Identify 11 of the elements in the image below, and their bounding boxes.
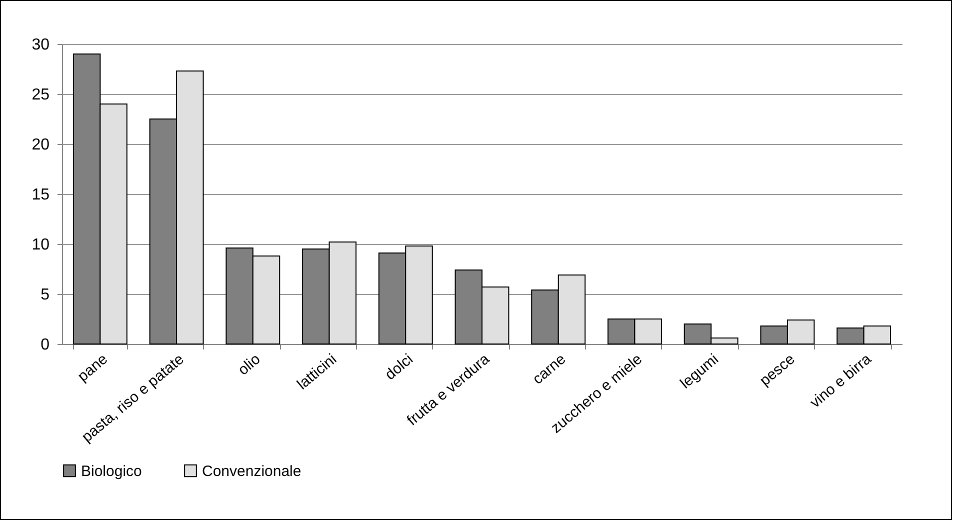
y-tick-label: 30 bbox=[32, 36, 50, 54]
y-tick-label: 10 bbox=[32, 236, 50, 254]
y-tick-label: 5 bbox=[40, 286, 50, 304]
x-tick-label: olio bbox=[234, 350, 264, 379]
legend-label: Biologico bbox=[81, 462, 142, 480]
y-tick-label: 15 bbox=[32, 186, 50, 204]
x-tick-label: vino e birra bbox=[806, 350, 876, 412]
y-tick-label: 20 bbox=[32, 136, 50, 154]
y-tick-label: 0 bbox=[40, 336, 50, 354]
y-tick-label: 25 bbox=[32, 86, 50, 104]
legend-label: Convenzionale bbox=[202, 462, 302, 480]
